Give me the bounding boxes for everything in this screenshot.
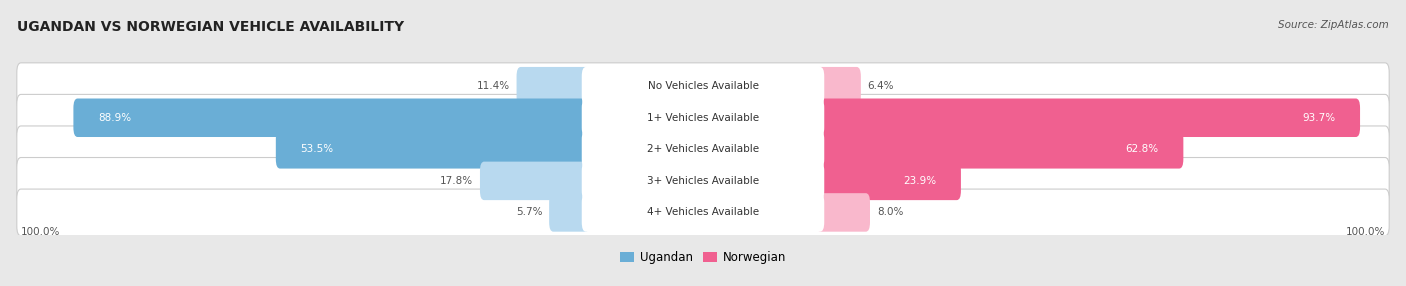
FancyBboxPatch shape xyxy=(73,98,591,137)
Text: 62.8%: 62.8% xyxy=(1125,144,1159,154)
FancyBboxPatch shape xyxy=(815,98,1360,137)
FancyBboxPatch shape xyxy=(582,130,824,168)
Text: 4+ Vehicles Available: 4+ Vehicles Available xyxy=(647,207,759,217)
Text: No Vehicles Available: No Vehicles Available xyxy=(648,81,758,91)
Text: 93.7%: 93.7% xyxy=(1302,113,1336,123)
Text: 2+ Vehicles Available: 2+ Vehicles Available xyxy=(647,144,759,154)
Text: 6.4%: 6.4% xyxy=(868,81,894,91)
Text: 8.0%: 8.0% xyxy=(877,207,903,217)
FancyBboxPatch shape xyxy=(582,67,824,106)
FancyBboxPatch shape xyxy=(582,162,824,200)
Text: 11.4%: 11.4% xyxy=(477,81,509,91)
FancyBboxPatch shape xyxy=(17,189,1389,236)
Text: 100.0%: 100.0% xyxy=(1346,227,1385,237)
Text: Source: ZipAtlas.com: Source: ZipAtlas.com xyxy=(1278,20,1389,30)
FancyBboxPatch shape xyxy=(479,162,591,200)
Text: UGANDAN VS NORWEGIAN VEHICLE AVAILABILITY: UGANDAN VS NORWEGIAN VEHICLE AVAILABILIT… xyxy=(17,20,404,34)
Text: 88.9%: 88.9% xyxy=(98,113,131,123)
Text: 100.0%: 100.0% xyxy=(21,227,60,237)
FancyBboxPatch shape xyxy=(815,193,870,232)
Text: 5.7%: 5.7% xyxy=(516,207,543,217)
Text: 23.9%: 23.9% xyxy=(903,176,936,186)
FancyBboxPatch shape xyxy=(17,126,1389,173)
FancyBboxPatch shape xyxy=(815,130,1184,168)
FancyBboxPatch shape xyxy=(582,98,824,137)
FancyBboxPatch shape xyxy=(815,162,960,200)
FancyBboxPatch shape xyxy=(815,67,860,106)
FancyBboxPatch shape xyxy=(582,193,824,232)
Text: 53.5%: 53.5% xyxy=(301,144,333,154)
FancyBboxPatch shape xyxy=(516,67,591,106)
Text: 1+ Vehicles Available: 1+ Vehicles Available xyxy=(647,113,759,123)
FancyBboxPatch shape xyxy=(17,94,1389,141)
FancyBboxPatch shape xyxy=(550,193,591,232)
FancyBboxPatch shape xyxy=(276,130,591,168)
Text: 3+ Vehicles Available: 3+ Vehicles Available xyxy=(647,176,759,186)
FancyBboxPatch shape xyxy=(17,158,1389,204)
Text: 17.8%: 17.8% xyxy=(440,176,472,186)
FancyBboxPatch shape xyxy=(17,63,1389,110)
Legend: Ugandan, Norwegian: Ugandan, Norwegian xyxy=(616,247,790,269)
